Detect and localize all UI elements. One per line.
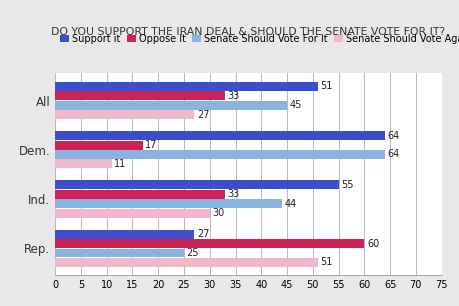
Bar: [55, 209, 209, 218]
Text: 44: 44: [284, 199, 296, 209]
Bar: [55, 248, 184, 257]
Text: 25: 25: [186, 248, 199, 258]
Text: 33: 33: [227, 189, 240, 199]
Text: 33: 33: [227, 91, 240, 101]
Text: 11: 11: [114, 159, 126, 169]
Bar: [55, 131, 384, 140]
Bar: [55, 82, 317, 91]
Bar: [55, 199, 281, 208]
Text: 30: 30: [212, 208, 224, 218]
Bar: [55, 159, 112, 168]
Text: 51: 51: [320, 257, 332, 267]
Text: 64: 64: [386, 131, 399, 141]
Bar: [55, 101, 286, 110]
Text: 51: 51: [320, 81, 332, 91]
Bar: [55, 150, 384, 159]
Text: 45: 45: [289, 100, 302, 110]
Text: 27: 27: [196, 229, 209, 239]
Bar: [55, 190, 225, 199]
Bar: [55, 258, 317, 267]
Bar: [55, 239, 364, 248]
Bar: [55, 110, 194, 119]
Text: 27: 27: [196, 110, 209, 120]
Bar: [55, 230, 194, 239]
Text: 64: 64: [386, 150, 399, 159]
Bar: [55, 141, 142, 150]
Text: 17: 17: [145, 140, 157, 150]
Bar: [55, 91, 225, 100]
Title: DO YOU SUPPORT THE IRAN DEAL & SHOULD THE SENATE VOTE FOR IT?: DO YOU SUPPORT THE IRAN DEAL & SHOULD TH…: [51, 27, 444, 36]
Legend: Support it, Oppose It, Senate Should Vote For It, Senate Should Vote Against it: Support it, Oppose It, Senate Should Vot…: [60, 34, 459, 44]
Bar: [55, 181, 338, 189]
Text: 55: 55: [341, 180, 353, 190]
Text: 60: 60: [366, 239, 378, 248]
